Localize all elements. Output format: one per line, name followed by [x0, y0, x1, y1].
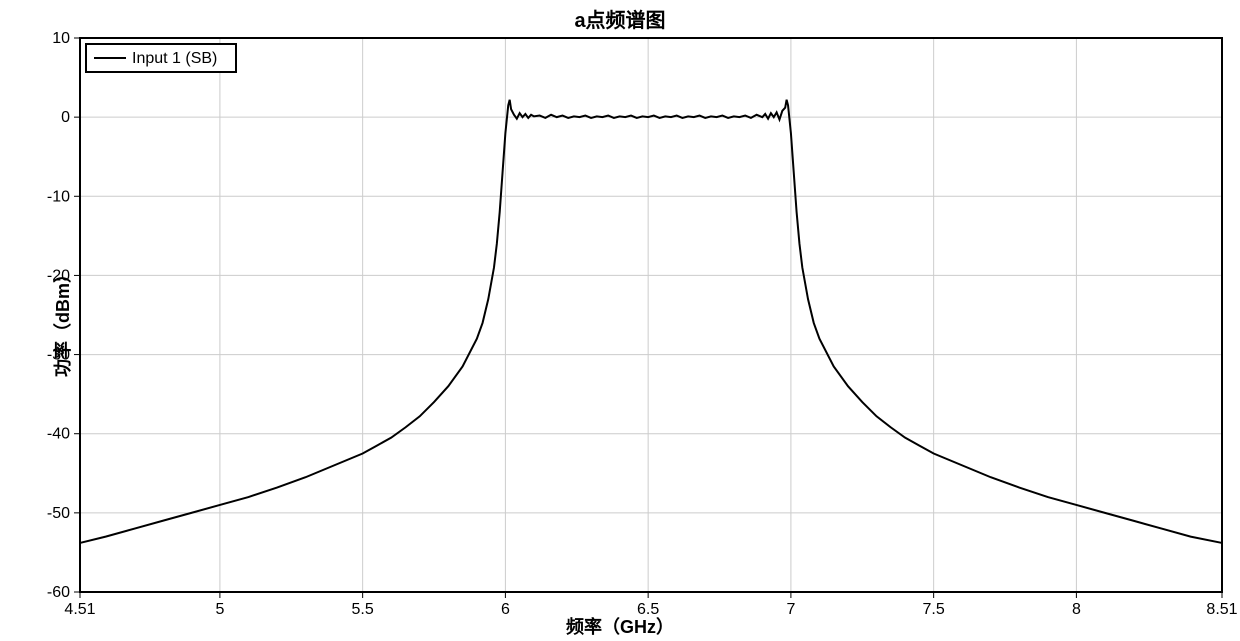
legend-label: Input 1 (SB)	[132, 50, 217, 67]
y-tick-label: -60	[47, 584, 70, 601]
x-tick-label: 5	[215, 601, 224, 618]
spectrum-plot: 4.51 5 5.5 6 6.5 7 7.5 8 8.51 -60 -50 -40 -30 -20 -10 0…	[0, 0, 1240, 641]
y-tick-label: -40	[47, 426, 70, 443]
x-tick-label: 7.5	[923, 601, 945, 618]
x-tick-label: 7	[786, 601, 795, 618]
x-tick-label: 6	[501, 601, 510, 618]
x-tick-label: 4.51	[64, 601, 95, 618]
y-tick-label: 0	[61, 109, 70, 126]
y-tick-label: -10	[47, 188, 70, 205]
y-tick-label: 10	[52, 30, 70, 47]
x-tick-label: 8.51	[1206, 601, 1237, 618]
x-tick-label: 6.5	[637, 601, 659, 618]
y-tick-label: -30	[47, 347, 70, 364]
y-tick-label: -50	[47, 505, 70, 522]
y-tick-label: -20	[47, 267, 70, 284]
x-tick-label: 5.5	[352, 601, 374, 618]
x-tick-label: 8	[1072, 601, 1081, 618]
